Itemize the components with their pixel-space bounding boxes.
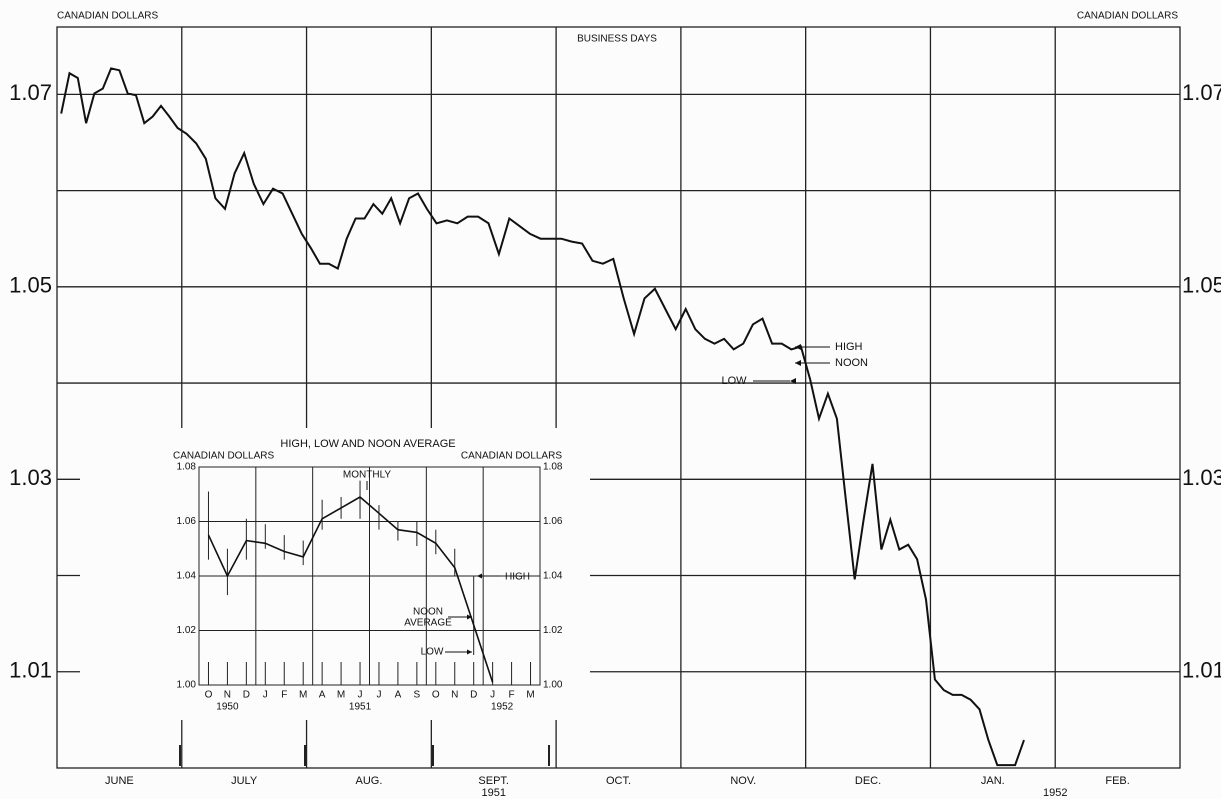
y2-tick-label: 1.05 xyxy=(1182,273,1221,298)
arrow-head xyxy=(790,378,796,384)
arrow-head xyxy=(467,649,472,655)
y2-tick-label: 1.00 xyxy=(543,680,563,691)
y-tick-label: 1.02 xyxy=(177,625,197,636)
annotation: HIGH xyxy=(835,341,863,353)
x-tick-label: F xyxy=(509,690,515,701)
x-tick-label: SEPT. xyxy=(478,775,509,787)
x-tick-label: M xyxy=(526,690,534,701)
x-tick-label: N xyxy=(451,690,458,701)
year-label: 1950 xyxy=(216,702,239,713)
subtitle: BUSINESS DAYS xyxy=(577,34,657,45)
annotation: LOW xyxy=(421,647,444,658)
plot-frame xyxy=(56,26,1181,769)
arrow-head xyxy=(467,614,472,620)
x-tick-label: A xyxy=(395,690,402,701)
y-tick-label: 1.00 xyxy=(177,680,197,691)
x-tick-label: F xyxy=(281,690,287,701)
inset-background xyxy=(80,428,590,720)
x-tick-label: J xyxy=(490,690,495,701)
x-tick-label: O xyxy=(205,690,213,701)
x-tick-label: A xyxy=(319,690,326,701)
year-label: 1952 xyxy=(1043,787,1067,799)
x-tick-label: N xyxy=(224,690,231,701)
y2-axis-label: CANADIAN DOLLARS xyxy=(1077,11,1178,22)
x-tick-label: D xyxy=(243,690,250,701)
y-tick-label: 1.07 xyxy=(9,80,52,105)
noon-line xyxy=(207,496,494,683)
x-tick-label: DEC. xyxy=(855,775,881,787)
y2-tick-label: 1.06 xyxy=(543,516,563,527)
y-tick-label: 1.03 xyxy=(9,465,52,490)
x-tick-label: M xyxy=(299,690,307,701)
x-tick-label: D xyxy=(470,690,477,701)
y-axis-label: CANADIAN DOLLARS xyxy=(57,11,158,22)
year-label: 1952 xyxy=(491,702,514,713)
y2-tick-label: 1.02 xyxy=(543,625,563,636)
x-tick-label: OCT. xyxy=(606,775,631,787)
x-tick-label: O xyxy=(432,690,440,701)
y2-tick-label: 1.07 xyxy=(1182,80,1221,105)
x-tick-label: AUG. xyxy=(355,775,382,787)
y2-tick-label: 1.01 xyxy=(1182,658,1221,683)
year-label: 1951 xyxy=(481,787,505,799)
y-tick-label: 1.01 xyxy=(9,658,52,683)
x-tick-label: NOV. xyxy=(730,775,756,787)
annotation: NOON xyxy=(835,357,868,369)
x-tick-label: J xyxy=(358,690,363,701)
year-label: 1951 xyxy=(349,702,372,713)
x-tick-label: S xyxy=(414,690,421,701)
y2-tick-label: 1.08 xyxy=(543,462,563,473)
y2-tick-label: 1.04 xyxy=(543,571,563,582)
price-line xyxy=(60,67,1025,767)
annotation: HIGH xyxy=(505,572,530,583)
x-tick-label: J xyxy=(376,690,381,701)
y-axis-label: CANADIAN DOLLARS xyxy=(173,451,274,462)
arrow-head xyxy=(477,573,482,579)
annotation: AVERAGE xyxy=(404,618,452,629)
inset-frame xyxy=(198,466,541,686)
x-tick-label: JAN. xyxy=(981,775,1005,787)
arrow-head xyxy=(795,360,801,366)
x-tick-label: M xyxy=(337,690,345,701)
y2-axis-label: CANADIAN DOLLARS xyxy=(461,451,562,462)
y-tick-label: 1.04 xyxy=(177,571,197,582)
x-tick-label: FEB. xyxy=(1105,775,1129,787)
x-tick-label: JULY xyxy=(231,775,258,787)
annotation: LOW xyxy=(721,375,747,387)
inset-title: HIGH, LOW AND NOON AVERAGE xyxy=(280,438,455,450)
x-tick-label: J xyxy=(263,690,268,701)
x-tick-label: JUNE xyxy=(105,775,134,787)
y2-tick-label: 1.03 xyxy=(1182,465,1221,490)
arrow-head xyxy=(795,344,801,350)
y-tick-label: 1.06 xyxy=(177,516,197,527)
annotation: MONTHLY xyxy=(343,470,391,481)
y-tick-label: 1.08 xyxy=(177,462,197,473)
annotation: NOON xyxy=(413,607,443,618)
y-tick-label: 1.05 xyxy=(9,273,52,298)
